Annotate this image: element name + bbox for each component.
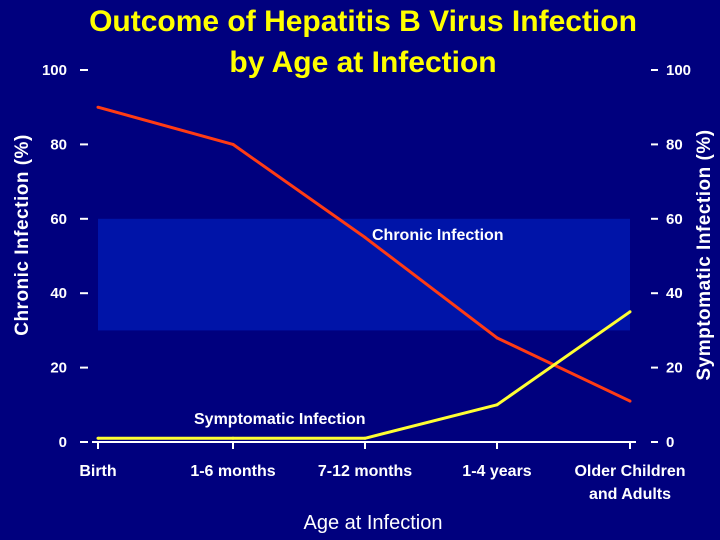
y-axis-right-title: Symptomatic Infection (%) xyxy=(694,129,715,380)
chronic-infection-point xyxy=(363,235,367,239)
y-left-tick-label: 100 xyxy=(42,62,67,79)
symptomatic-infection-point xyxy=(96,436,100,440)
annotation-chronic-infection: Chronic Infection xyxy=(372,227,504,244)
y-left-tick-label: 0 xyxy=(59,434,67,451)
y-right-tick-label: 0 xyxy=(666,434,674,451)
symptomatic-infection-point xyxy=(495,403,499,407)
series-lines xyxy=(96,105,632,440)
symptomatic-infection-point xyxy=(628,310,632,314)
x-category-label: 1-6 months xyxy=(190,463,275,480)
x-category-label: and Adults xyxy=(589,486,671,503)
x-axis-title: Age at Infection xyxy=(304,512,443,534)
axes xyxy=(80,69,658,449)
symptomatic-infection-point xyxy=(363,436,367,440)
y-left-tick-label: 20 xyxy=(50,360,67,377)
chronic-infection-point xyxy=(96,105,100,109)
y-axis-left-title: Chronic Infection (%) xyxy=(12,134,33,336)
chronic-infection-point xyxy=(628,399,632,403)
y-right-tick-label: 60 xyxy=(666,211,683,228)
chronic-infection-point xyxy=(495,336,499,340)
category-labels: Birth 1-6 months 7-12 months 1-4 years Older… xyxy=(79,463,685,503)
y-left-tick-label: 60 xyxy=(50,211,67,228)
y-left-tick-label: 80 xyxy=(50,136,67,153)
x-category-label: Birth xyxy=(79,463,116,480)
y-left-tick-label: 40 xyxy=(50,285,67,302)
annotation-symptomatic-infection: Symptomatic Infection xyxy=(194,411,366,428)
y-right-tick-label: 100 xyxy=(666,62,691,79)
y-right-tick-label: 80 xyxy=(666,136,683,153)
symptomatic-infection-point xyxy=(231,436,235,440)
x-category-label: Older Children xyxy=(574,463,685,480)
tick-labels: 0 0 20 20 40 40 60 60 80 80 100 100 xyxy=(42,62,691,451)
chart-title-line-1: Outcome of Hepatitis B Virus Infection xyxy=(89,5,637,38)
x-category-label: 1-4 years xyxy=(462,463,531,480)
chart-title-line-2: by Age at Infection xyxy=(229,46,496,79)
chronic-infection-point xyxy=(231,142,235,146)
y-right-tick-label: 20 xyxy=(666,360,683,377)
y-right-tick-label: 40 xyxy=(666,285,683,302)
x-category-label: 7-12 months xyxy=(318,463,412,480)
